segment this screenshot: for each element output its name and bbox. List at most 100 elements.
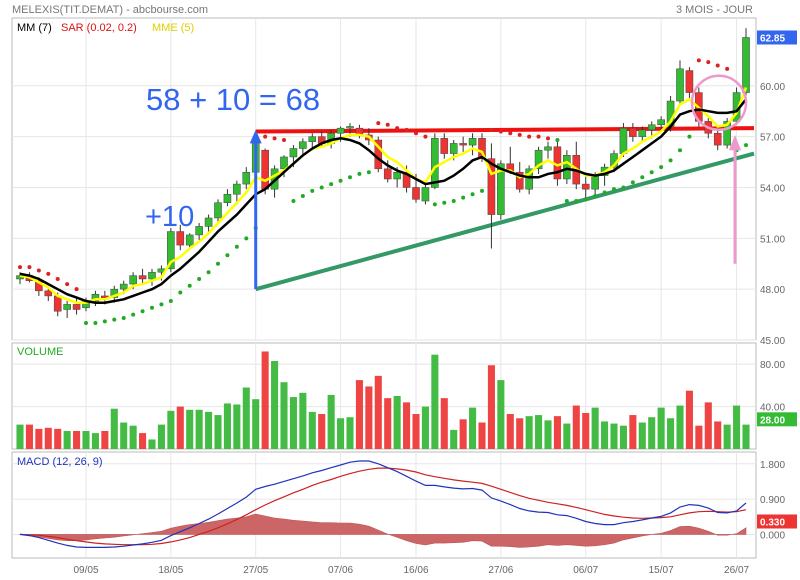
price-tick-label: 45.00 xyxy=(760,336,785,347)
x-tick-label: 27/05 xyxy=(243,565,268,576)
last-price-badge: 62.85 xyxy=(760,33,785,44)
volume-bar xyxy=(431,354,439,449)
sar-dot xyxy=(282,138,286,143)
legend-sar: SAR (0.02, 0.2) xyxy=(61,22,137,34)
support-trendline xyxy=(255,151,755,292)
volume-bar xyxy=(346,417,354,449)
volume-bar xyxy=(450,429,458,449)
sar-dot xyxy=(310,188,315,193)
volume-bar xyxy=(667,418,675,449)
price-tick-label: 60.00 xyxy=(760,82,785,93)
candle-body xyxy=(63,304,71,310)
sar-dot xyxy=(564,199,569,204)
sar-dot xyxy=(102,319,107,324)
volume-bar xyxy=(629,415,637,449)
candle-body xyxy=(478,138,486,159)
volume-bar xyxy=(648,417,656,449)
volume-bar xyxy=(412,414,420,449)
volume-bar xyxy=(205,411,213,449)
candle-body xyxy=(148,271,156,280)
volume-bar xyxy=(695,425,703,449)
sar-dot xyxy=(678,148,682,153)
candle-body xyxy=(214,202,222,219)
candle-body xyxy=(629,127,637,137)
volume-bar xyxy=(233,404,241,449)
plus-ten-label: +10 xyxy=(145,201,194,233)
sar-dot xyxy=(329,182,334,187)
sar-dot xyxy=(187,283,192,288)
candle-body xyxy=(591,175,599,190)
volume-title: VOLUME xyxy=(17,346,63,358)
volume-bar xyxy=(601,421,609,449)
volume-bar xyxy=(355,380,363,449)
volume-bar xyxy=(167,410,175,449)
volume-bar xyxy=(280,382,288,449)
volume-bar xyxy=(261,351,269,449)
volume-bar xyxy=(242,387,250,449)
signal-line xyxy=(19,467,747,546)
candle-body xyxy=(412,187,420,200)
volume-tick-label: 80.00 xyxy=(760,360,785,371)
sar-dot xyxy=(744,143,748,148)
macd-tick-label: 0.000 xyxy=(760,530,785,541)
macd-line xyxy=(19,460,747,548)
volume-bar xyxy=(440,398,448,449)
price-tick-label: 54.00 xyxy=(760,183,785,194)
candle-body xyxy=(167,231,175,270)
sar-dot xyxy=(84,321,88,326)
candle-body xyxy=(195,226,203,236)
volume-bar xyxy=(54,428,62,449)
volume-bar xyxy=(421,406,429,449)
volume-bar xyxy=(685,390,693,449)
volume-bar xyxy=(572,405,580,449)
volume-bar xyxy=(63,430,71,449)
volume-bar xyxy=(638,422,646,449)
sar-dot xyxy=(706,60,711,65)
candle-body xyxy=(685,70,694,93)
candle-body xyxy=(713,132,722,146)
macd-panel xyxy=(11,451,757,559)
volume-bar xyxy=(73,430,81,449)
indicators-layer xyxy=(18,58,748,326)
sar-dot xyxy=(517,132,522,137)
volume-bar xyxy=(120,422,128,449)
sar-dot xyxy=(527,134,532,139)
axis-layer: 45.00 48.00 51.00 54.00 57.00 60.00 40.00 80.00… xyxy=(73,30,797,576)
volume-bar xyxy=(544,420,552,449)
sar-dot xyxy=(404,127,409,132)
volume-bar xyxy=(101,430,109,449)
x-tick-label: 06/07 xyxy=(573,565,598,576)
candle-body xyxy=(299,141,307,149)
sar-dot xyxy=(498,129,503,134)
sar-dot xyxy=(244,236,249,241)
candle-body xyxy=(742,37,750,93)
sar-dot xyxy=(649,170,654,175)
macd-tick-label: 0.900 xyxy=(760,495,785,506)
sar-dot xyxy=(470,192,475,197)
sar-dot xyxy=(112,317,117,322)
sar-dot xyxy=(621,185,626,190)
volume-bar xyxy=(25,424,33,449)
candle-body xyxy=(129,275,137,285)
legend-mm: MM (7) xyxy=(17,22,52,34)
volume-bar xyxy=(252,399,260,449)
sar-dot xyxy=(159,302,164,307)
sar-dot xyxy=(593,193,598,198)
volume-bar xyxy=(497,380,505,449)
sar-dot xyxy=(385,122,390,127)
candle-body xyxy=(440,138,449,154)
chart-period: 3 MOIS - JOUR xyxy=(676,4,753,16)
sar-dot xyxy=(18,265,22,270)
volume-bar xyxy=(714,421,722,449)
last-macd-badge: 0.330 xyxy=(760,517,785,528)
candle-body xyxy=(72,304,81,310)
candle-body xyxy=(242,171,251,185)
sar-dot xyxy=(93,321,98,326)
sar-dot xyxy=(121,315,126,320)
sar-dot xyxy=(357,171,362,176)
sar-dot xyxy=(348,175,352,180)
volume-bar xyxy=(742,424,750,449)
sar-dot xyxy=(150,305,154,310)
candle-body xyxy=(723,121,731,146)
candle-body xyxy=(449,143,458,154)
